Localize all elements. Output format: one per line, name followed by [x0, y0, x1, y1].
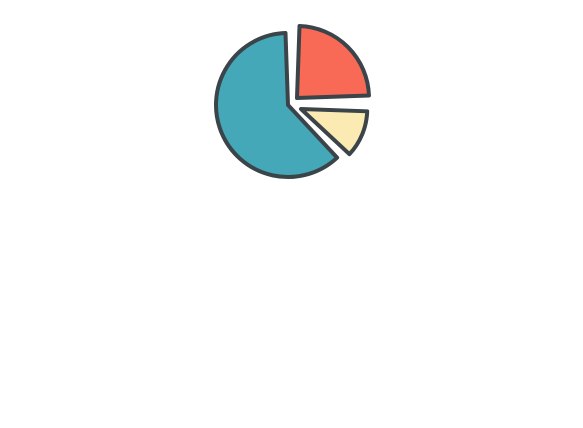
pie-chart-icon: [214, 24, 371, 179]
top-right-slice: [295, 24, 371, 100]
small-slice: [299, 107, 370, 157]
large-slice: [214, 31, 340, 179]
